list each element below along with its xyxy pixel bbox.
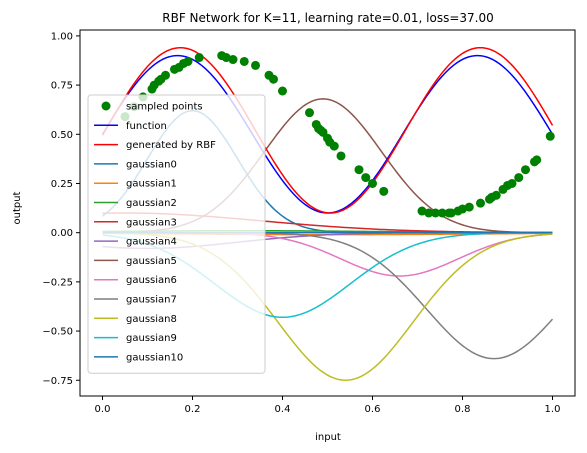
legend-label: gaussian0	[126, 159, 177, 170]
legend-label: sampled points	[126, 102, 203, 113]
sample-point	[491, 190, 501, 200]
sample-point	[437, 208, 447, 218]
sample-point	[221, 53, 231, 63]
legend-label: gaussian3	[126, 217, 177, 228]
y-tick-label: −0.25	[42, 277, 73, 288]
sample-point	[228, 55, 238, 65]
plot-frame	[79, 29, 576, 397]
y-tick-label: 0.50	[51, 130, 73, 141]
sample-point	[532, 155, 542, 165]
chart-title: RBF Network for K=11, learning rate=0.01…	[162, 11, 493, 25]
sample-point	[361, 173, 371, 183]
series-line-rbf	[101, 46, 554, 214]
legend-marker	[101, 101, 111, 111]
legend-label: gaussian6	[126, 275, 177, 286]
sample-point	[446, 208, 456, 218]
legend: sampled points function generated by RBF ga…	[87, 94, 266, 374]
sample-point	[329, 141, 339, 151]
sample-point	[379, 186, 389, 196]
sample-point	[431, 208, 440, 218]
x-tick-label: 0.8	[455, 404, 471, 415]
legend-label: function	[126, 121, 167, 132]
legend-label: gaussian5	[126, 256, 177, 267]
legend-label: gaussian7	[126, 295, 177, 306]
y-tick-label: 1.00	[51, 31, 73, 42]
legend-label: gaussian10	[126, 352, 183, 363]
sample-point	[183, 56, 193, 66]
sample-point	[514, 173, 524, 183]
sample-point	[417, 206, 427, 216]
y-tick-label: −0.75	[42, 376, 73, 387]
legend-label: gaussian8	[126, 314, 177, 325]
x-tick-label: 1.0	[545, 404, 561, 415]
sample-point	[545, 131, 555, 141]
x-tick-label: 0.0	[95, 404, 111, 415]
sample-point	[476, 198, 485, 208]
sample-point	[336, 151, 346, 161]
y-tick-label: −0.50	[42, 327, 73, 338]
sample-point	[161, 70, 170, 80]
legend-label: gaussian4	[126, 237, 177, 248]
sample-point	[424, 208, 434, 218]
x-tick-label: 0.4	[275, 404, 291, 415]
sample-point	[239, 56, 249, 66]
legend-box	[87, 94, 266, 374]
legend-label: gaussian2	[126, 198, 177, 209]
y-tick-label: 0.00	[51, 228, 73, 239]
legend-label: generated by RBF	[126, 140, 216, 151]
sample-point	[521, 165, 530, 175]
sample-point	[507, 178, 517, 188]
sample-point	[251, 60, 260, 70]
y-tick-label: 0.25	[51, 179, 73, 190]
sample-point	[278, 86, 287, 96]
sample-point	[368, 178, 377, 188]
y-axis-label: output	[12, 191, 23, 224]
sample-point	[305, 108, 314, 118]
x-axis-label: input	[315, 432, 341, 443]
plot-area: 0.0 0.2 0.4 0.6 0.8 1.0 −0.75 −0.50 −0.25 0.00 0.2…	[42, 29, 576, 415]
legend-label: gaussian1	[126, 179, 177, 190]
x-tick-label: 0.6	[365, 404, 381, 415]
x-tick-label: 0.2	[185, 404, 201, 415]
legend-label: gaussian9	[126, 333, 177, 344]
y-tick-label: 0.75	[51, 81, 73, 92]
sample-point	[354, 165, 364, 175]
sample-point	[458, 204, 467, 214]
sample-point	[464, 202, 474, 212]
sample-point	[269, 74, 278, 84]
sample-point	[194, 53, 204, 63]
